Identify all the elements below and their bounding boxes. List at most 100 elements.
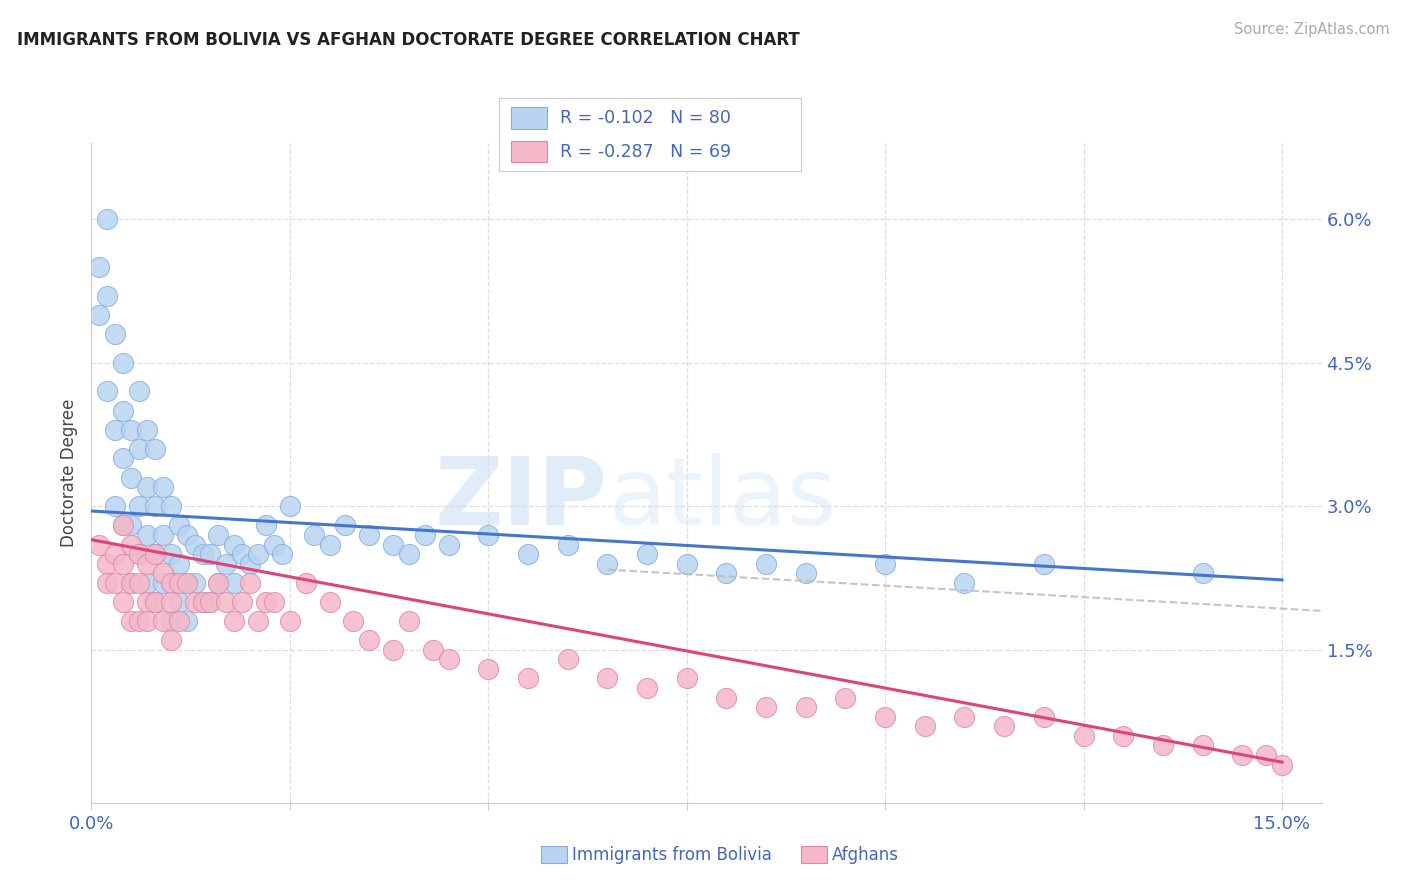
Point	[159, 500, 181, 514]
Point	[1152, 739, 1174, 753]
Point	[993, 719, 1015, 733]
Point	[1271, 757, 1294, 772]
Point	[755, 557, 778, 571]
Point	[136, 423, 159, 437]
Text: Source: ZipAtlas.com: Source: ZipAtlas.com	[1233, 22, 1389, 37]
Point	[159, 575, 181, 590]
Point	[120, 614, 142, 628]
Point	[200, 547, 222, 561]
Point	[270, 547, 292, 561]
Point	[183, 537, 205, 551]
Point	[224, 537, 246, 551]
Point	[176, 614, 198, 628]
Point	[136, 557, 159, 571]
Point	[136, 575, 159, 590]
Point	[318, 537, 340, 551]
Point	[437, 652, 460, 666]
Point	[128, 614, 150, 628]
Point	[96, 384, 118, 399]
Point	[875, 709, 897, 723]
Point	[247, 614, 270, 628]
Point	[953, 575, 976, 590]
Point	[120, 423, 142, 437]
Point	[128, 442, 150, 456]
Point	[318, 595, 340, 609]
Point	[200, 595, 222, 609]
Point	[875, 557, 897, 571]
Point	[112, 518, 135, 533]
Point	[176, 575, 198, 590]
Point	[120, 537, 142, 551]
Point	[167, 575, 190, 590]
Bar	[512, 141, 547, 162]
Point	[342, 614, 364, 628]
Point	[176, 528, 198, 542]
Point	[382, 642, 405, 657]
Text: IMMIGRANTS FROM BOLIVIA VS AFGHAN DOCTORATE DEGREE CORRELATION CHART: IMMIGRANTS FROM BOLIVIA VS AFGHAN DOCTOR…	[17, 31, 800, 49]
Point	[263, 537, 285, 551]
Point	[143, 442, 166, 456]
Point	[1191, 566, 1213, 581]
Point	[104, 547, 127, 561]
Point	[167, 595, 190, 609]
Point	[1112, 729, 1135, 743]
Point	[128, 384, 150, 399]
Point	[143, 547, 166, 561]
Point	[167, 518, 190, 533]
Point	[128, 547, 150, 561]
Point	[294, 575, 316, 590]
Point	[136, 595, 159, 609]
Point	[143, 595, 166, 609]
Point	[1232, 747, 1254, 762]
Point	[112, 403, 135, 417]
Point	[422, 642, 444, 657]
Point	[183, 595, 205, 609]
Point	[112, 356, 135, 370]
Point	[191, 595, 214, 609]
Point	[120, 575, 142, 590]
Point	[207, 575, 229, 590]
Point	[794, 566, 817, 581]
Point	[636, 547, 658, 561]
Point	[1073, 729, 1095, 743]
Text: ZIP: ZIP	[436, 453, 607, 545]
Point	[159, 575, 181, 590]
Point	[755, 700, 778, 714]
Point	[224, 575, 246, 590]
Point	[278, 614, 301, 628]
Text: atlas: atlas	[607, 453, 837, 545]
Point	[596, 672, 619, 686]
Point	[167, 614, 190, 628]
Point	[254, 518, 277, 533]
Point	[136, 528, 159, 542]
Point	[302, 528, 325, 542]
Point	[159, 633, 181, 648]
Point	[96, 557, 118, 571]
Point	[120, 518, 142, 533]
Point	[675, 557, 697, 571]
Point	[167, 557, 190, 571]
Point	[398, 547, 420, 561]
Point	[152, 480, 174, 494]
Point	[224, 614, 246, 628]
Point	[278, 500, 301, 514]
Point	[159, 547, 181, 561]
Point	[398, 614, 420, 628]
Point	[159, 595, 181, 609]
Point	[596, 557, 619, 571]
Point	[1191, 739, 1213, 753]
Point	[120, 575, 142, 590]
Point	[794, 700, 817, 714]
Point	[914, 719, 936, 733]
Point	[128, 575, 150, 590]
Point	[716, 566, 738, 581]
Point	[516, 547, 538, 561]
Point	[247, 547, 270, 561]
Bar	[512, 107, 547, 128]
Point	[89, 308, 111, 322]
Point	[96, 212, 118, 227]
Point	[152, 566, 174, 581]
Point	[104, 423, 127, 437]
Point	[1254, 747, 1277, 762]
Point	[104, 575, 127, 590]
